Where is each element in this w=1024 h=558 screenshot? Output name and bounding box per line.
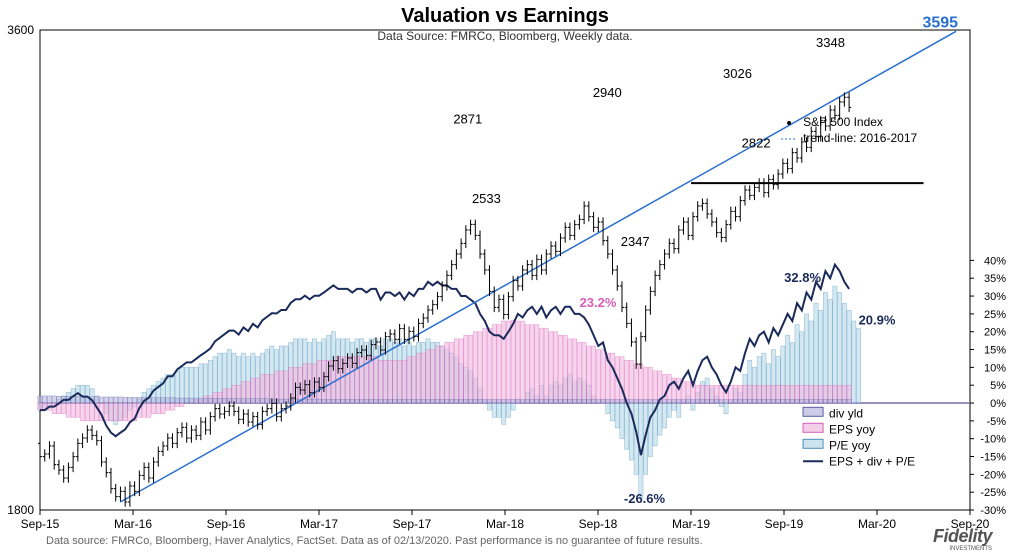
pe-yoy-swatch [803, 439, 823, 448]
trend-end-label: 3595 [922, 14, 958, 31]
x-tick-label: Sep-18 [579, 517, 618, 531]
y-right-tick: -30% [980, 505, 1006, 517]
y-right-tick: 10% [984, 362, 1006, 374]
y-right-tick: 0% [990, 398, 1006, 410]
chart-title: Valuation vs Earnings [401, 5, 609, 27]
y-right-tick: 20% [984, 327, 1006, 339]
legend-lower-label: P/E yoy [829, 438, 870, 452]
div-yld-swatch [803, 407, 823, 416]
price-annotation: 2940 [593, 85, 622, 100]
footer-text: Data source: FMRCo, Bloomberg, Haver Ana… [46, 535, 703, 547]
fidelity-logo: Fidelity [933, 526, 993, 546]
x-tick-label: Sep-15 [21, 517, 60, 531]
legend-upper-label: S&P 500 Index [803, 115, 883, 129]
x-tick-label: Sep-17 [393, 517, 432, 531]
pct-annotation: 32.8% [784, 270, 821, 285]
x-tick-label: Sep-16 [207, 517, 246, 531]
legend-lower-label: EPS yoy [829, 422, 875, 436]
y-right-tick: -20% [980, 469, 1006, 481]
sp500-ohlc [38, 92, 851, 506]
pct-annotation: -26.6% [624, 491, 666, 506]
pct-annotation: 20.9% [859, 313, 896, 328]
price-annotation: 2871 [453, 112, 482, 127]
pct-annotation: 23.2% [580, 295, 617, 310]
sp500-index-marker [787, 121, 791, 125]
fidelity-logo-sub: INVESTMENTS [949, 546, 992, 552]
x-tick-label: Mar-18 [486, 517, 524, 531]
x-tick-label: Mar-19 [672, 517, 710, 531]
chart-svg: Valuation vs Earnings Data Source: FMRCo,… [0, 0, 1024, 558]
y-right-tick: -5% [986, 416, 1006, 428]
legend-upper-label: trend-line: 2016-2017 [803, 131, 917, 145]
eps-yoy-swatch [803, 423, 823, 432]
price-annotation: 3026 [723, 66, 752, 81]
price-annotation: 2347 [621, 234, 650, 249]
sum-line [40, 265, 849, 455]
price-annotation: 3348 [816, 35, 845, 50]
y-right-tick: 40% [984, 255, 1006, 267]
eps-yoy-bars [38, 320, 851, 421]
y-left-tick: 3600 [7, 23, 34, 37]
x-tick-label: Mar-17 [300, 517, 338, 531]
chart-subtitle: Data Source: FMRCo, Bloomberg, Weekly da… [377, 29, 632, 43]
y-right-tick: 35% [984, 273, 1006, 285]
y-right-tick: -10% [980, 434, 1006, 446]
price-annotation: 2533 [472, 191, 501, 206]
y-right-tick: 30% [984, 291, 1006, 303]
y-right-tick: 25% [984, 309, 1006, 321]
chart-container: Valuation vs Earnings Data Source: FMRCo,… [0, 0, 1024, 558]
legend-lower-label: div yld [829, 406, 863, 420]
x-tick-label: Sep-19 [765, 517, 804, 531]
x-tick-label: Mar-16 [114, 517, 152, 531]
y-right-tick: -25% [980, 487, 1006, 499]
y-right-tick: 15% [984, 345, 1006, 357]
y-right-tick: -15% [980, 452, 1006, 464]
price-annotation: 2822 [742, 136, 771, 151]
legend-lower-label: EPS + div + P/E [829, 454, 915, 468]
y-left-tick: 1800 [7, 503, 34, 517]
x-tick-label: Mar-20 [858, 517, 896, 531]
y-right-tick: 5% [990, 380, 1006, 392]
